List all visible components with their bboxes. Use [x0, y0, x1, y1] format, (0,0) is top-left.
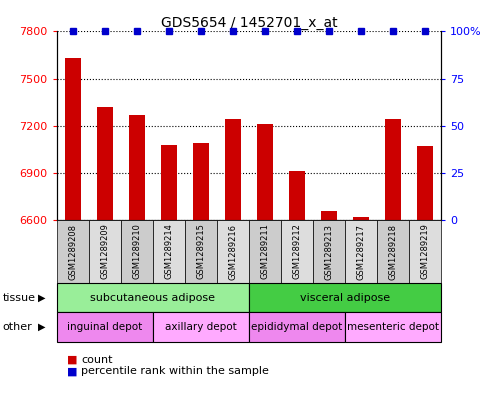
Text: tissue: tissue: [2, 293, 35, 303]
Text: epididymal depot: epididymal depot: [251, 322, 343, 332]
Bar: [385, 119, 401, 220]
Text: GSM1289212: GSM1289212: [292, 224, 302, 279]
Text: count: count: [81, 354, 113, 365]
Bar: [225, 119, 241, 220]
Bar: [289, 171, 305, 220]
Bar: [257, 124, 273, 220]
Text: GSM1289213: GSM1289213: [324, 224, 334, 279]
Bar: [161, 145, 177, 220]
Text: GSM1289217: GSM1289217: [356, 224, 366, 279]
Text: ▶: ▶: [38, 293, 46, 303]
Bar: [417, 146, 433, 220]
Text: GSM1289211: GSM1289211: [260, 224, 270, 279]
Text: GSM1289216: GSM1289216: [228, 224, 238, 279]
Text: GSM1289210: GSM1289210: [132, 224, 141, 279]
Text: ■: ■: [67, 354, 77, 365]
Text: percentile rank within the sample: percentile rank within the sample: [81, 366, 269, 376]
Bar: [65, 58, 81, 220]
Text: GSM1289214: GSM1289214: [164, 224, 174, 279]
Text: GSM1289215: GSM1289215: [196, 224, 206, 279]
Bar: [129, 115, 145, 220]
Text: GSM1289219: GSM1289219: [421, 224, 430, 279]
Text: subcutaneous adipose: subcutaneous adipose: [90, 293, 215, 303]
Title: GDS5654 / 1452701_x_at: GDS5654 / 1452701_x_at: [161, 17, 337, 30]
Text: GSM1289218: GSM1289218: [388, 224, 398, 279]
Text: other: other: [2, 322, 32, 332]
Text: GSM1289208: GSM1289208: [68, 224, 77, 279]
Text: ■: ■: [67, 366, 77, 376]
Bar: [193, 143, 209, 220]
Text: GSM1289209: GSM1289209: [100, 224, 109, 279]
Bar: [321, 211, 337, 220]
Text: visceral adipose: visceral adipose: [300, 293, 390, 303]
Text: axillary depot: axillary depot: [165, 322, 237, 332]
Bar: [353, 217, 369, 220]
Text: inguinal depot: inguinal depot: [67, 322, 142, 332]
Bar: [97, 107, 113, 220]
Text: mesenteric depot: mesenteric depot: [347, 322, 439, 332]
Text: ▶: ▶: [38, 322, 46, 332]
